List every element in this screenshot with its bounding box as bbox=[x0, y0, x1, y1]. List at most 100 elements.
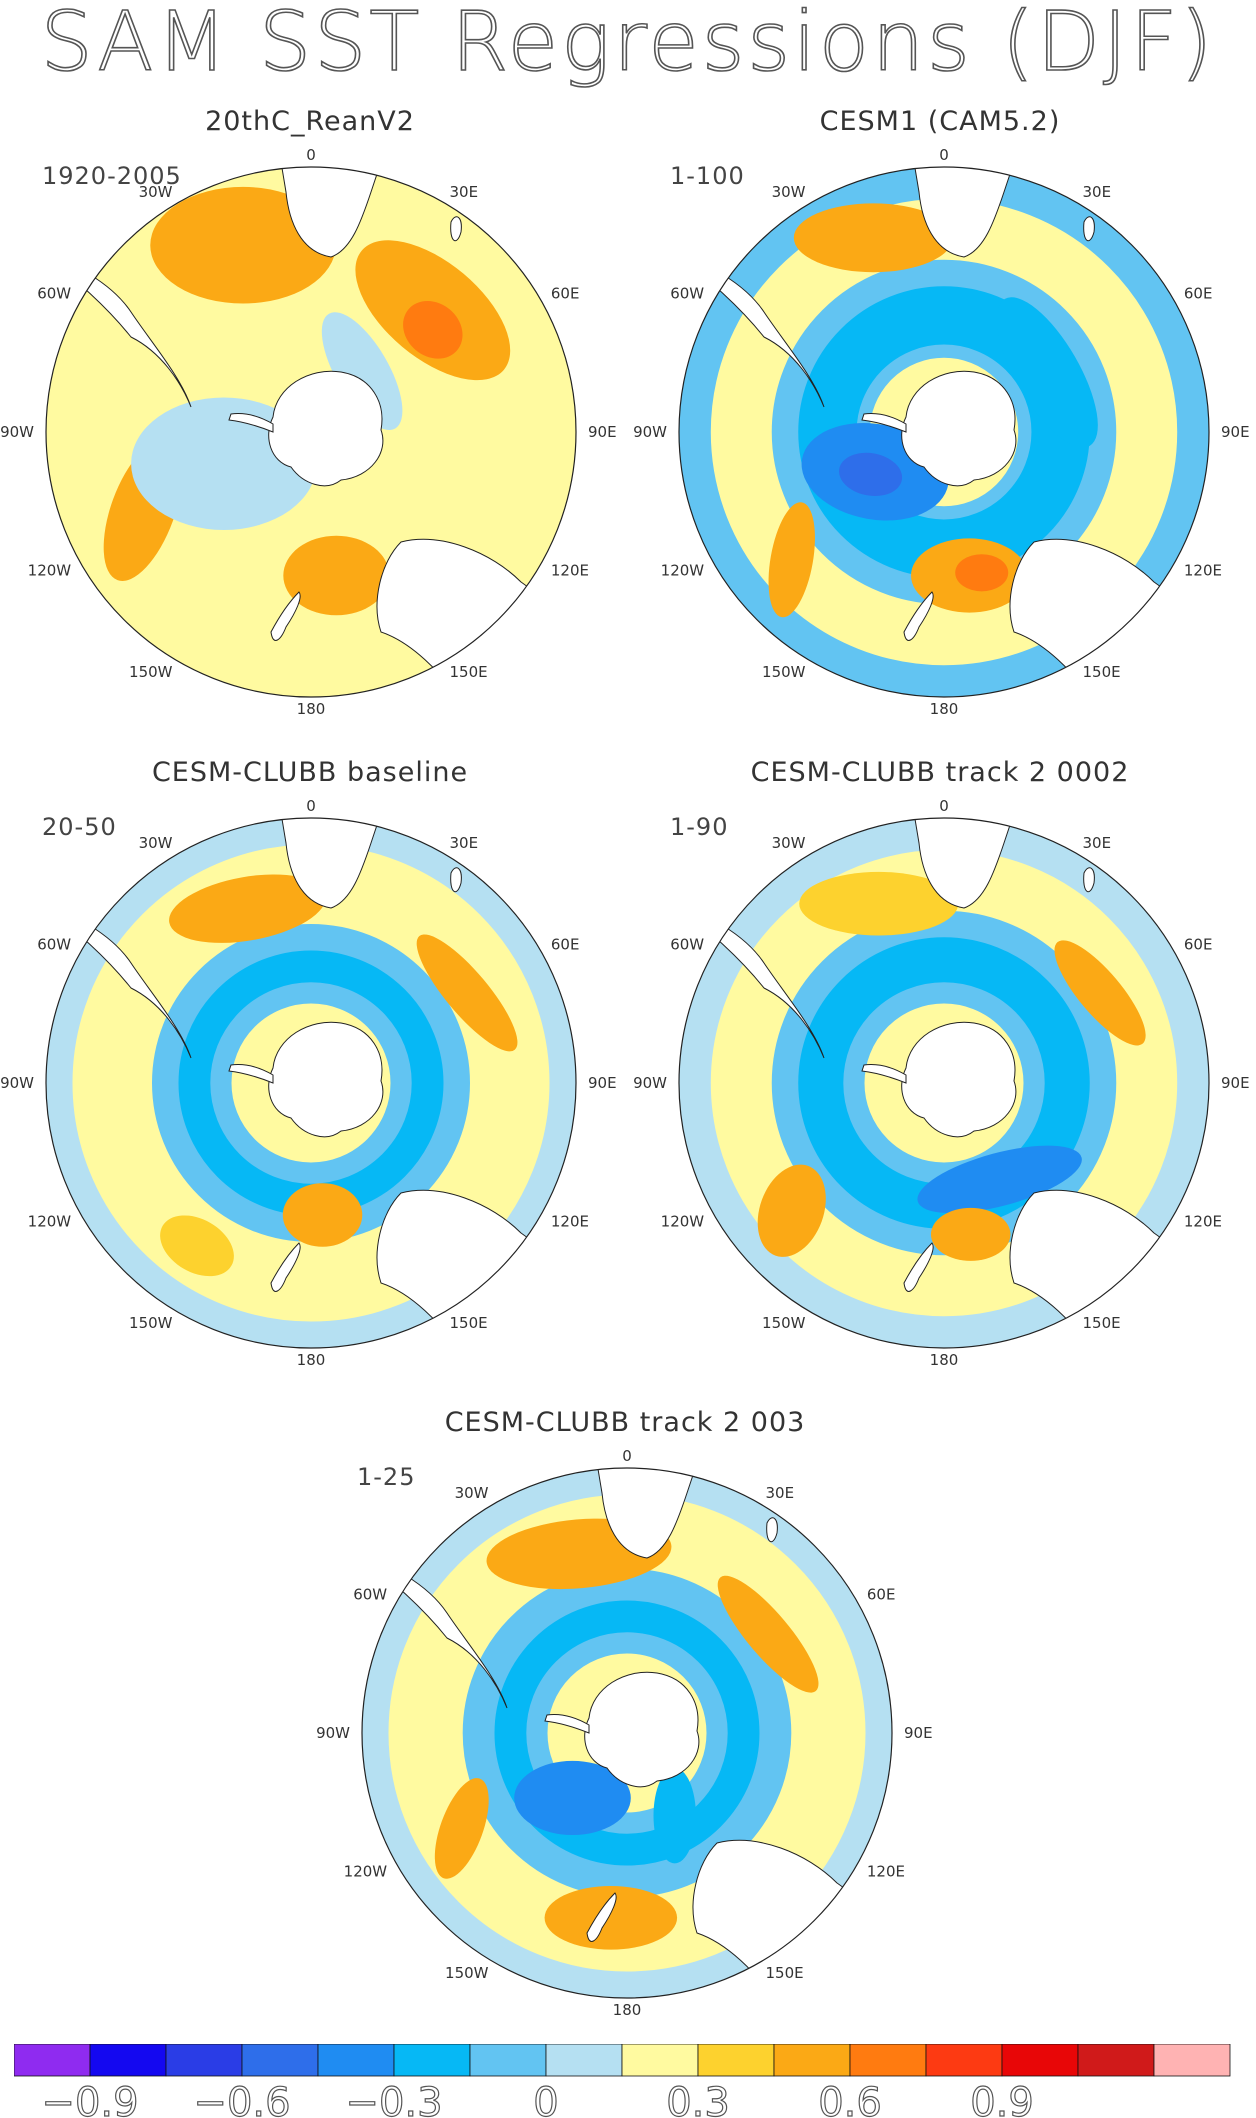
longitude-label: 60W bbox=[670, 936, 704, 954]
longitude-label: 60E bbox=[551, 285, 580, 303]
longitude-label: 120W bbox=[28, 562, 72, 580]
madagascar bbox=[450, 216, 462, 242]
longitude-label: 0 bbox=[306, 797, 316, 815]
longitude-label: 120W bbox=[344, 1863, 388, 1881]
panel-title-4: CESM-CLUBB track 2 0002 bbox=[750, 757, 1130, 788]
longitude-label: 30E bbox=[766, 1484, 795, 1502]
longitude-label: 180 bbox=[613, 2001, 642, 2019]
longitude-label: 120E bbox=[867, 1863, 905, 1881]
panel-title-2: CESM1 (CAM5.2) bbox=[819, 106, 1061, 137]
polar-map-cesm-clubb-baseline: 0 30E 60E 90E 120E 150E 180 150W 120W 90W 60W 30W bbox=[0, 797, 617, 1369]
colorbar-tick-label: 0.3 bbox=[666, 2080, 730, 2118]
anomaly-region bbox=[799, 871, 959, 936]
longitude-label: 120E bbox=[1184, 562, 1222, 580]
longitude-label: 60E bbox=[1184, 936, 1213, 954]
anomaly-region bbox=[283, 535, 390, 616]
longitude-label: 90E bbox=[1221, 423, 1250, 441]
panel-period-5: 1-25 bbox=[357, 1463, 416, 1491]
colorbar-tick-label: 0.9 bbox=[970, 2080, 1034, 2118]
longitude-label: 90E bbox=[1221, 1074, 1250, 1092]
anomaly-region bbox=[150, 186, 336, 304]
panel-period-3: 20-50 bbox=[42, 813, 117, 841]
colorbar-swatch bbox=[241, 2044, 319, 2077]
south-america bbox=[679, 167, 765, 264]
longitude-label: 150W bbox=[762, 1314, 806, 1332]
colorbar-swatch bbox=[849, 2044, 927, 2077]
longitude-label: 0 bbox=[622, 1447, 632, 1465]
colorbar-swatch bbox=[925, 2044, 1003, 2077]
anomaly-region bbox=[793, 203, 953, 273]
anomaly-region bbox=[839, 452, 903, 496]
main-title: SAM SST Regressions (DJF) bbox=[40, 0, 1216, 90]
south-america bbox=[46, 818, 132, 915]
colorbar-swatch bbox=[1153, 2044, 1231, 2077]
longitude-label: 30W bbox=[139, 834, 173, 852]
longitude-label: 90W bbox=[633, 423, 667, 441]
longitude-label: 60E bbox=[867, 1586, 896, 1604]
anomaly-region bbox=[514, 1760, 631, 1836]
longitude-label: 0 bbox=[306, 146, 316, 164]
new-zealand bbox=[586, 1892, 617, 1942]
new-zealand bbox=[903, 1242, 934, 1292]
longitude-label: 60W bbox=[37, 936, 71, 954]
map-boundary bbox=[678, 166, 1210, 698]
longitude-label: 90W bbox=[0, 423, 34, 441]
madagascar bbox=[1083, 216, 1095, 242]
antarctica bbox=[268, 370, 384, 487]
longitude-label: 0 bbox=[939, 146, 949, 164]
anomaly-region bbox=[930, 1207, 1011, 1261]
longitude-label: 60W bbox=[37, 285, 71, 303]
longitude-label: 60W bbox=[353, 1586, 387, 1604]
longitude-label: 180 bbox=[930, 1351, 959, 1369]
colorbar-swatch bbox=[469, 2044, 547, 2077]
colorbar-swatch bbox=[165, 2044, 243, 2077]
anomaly-region bbox=[757, 1164, 826, 1257]
anomaly-region bbox=[768, 502, 815, 618]
sst-field bbox=[46, 818, 576, 1348]
antarctica bbox=[584, 1671, 700, 1788]
colorbar-swatch bbox=[1001, 2044, 1079, 2077]
new-zealand bbox=[903, 591, 934, 641]
anomaly-region bbox=[416, 934, 518, 1052]
longitude-label: 30W bbox=[772, 834, 806, 852]
longitude-label: 90E bbox=[588, 423, 617, 441]
longitude-label: 60E bbox=[1184, 285, 1213, 303]
longitude-label: 0 bbox=[939, 797, 949, 815]
longitude-label: 180 bbox=[297, 1351, 326, 1369]
longitude-label: 150E bbox=[450, 663, 488, 681]
anomaly-ring bbox=[494, 1600, 760, 1866]
madagascar bbox=[766, 1517, 778, 1543]
antarctic-peninsula bbox=[861, 1064, 907, 1084]
colorbar: −0.9 −0.6 −0.3 0 0.3 0.6 0.9 bbox=[14, 2044, 1231, 2118]
longitude-label: 150E bbox=[1083, 1314, 1121, 1332]
longitude-label: 90E bbox=[588, 1074, 617, 1092]
polar-map-cesm-clubb-track2-003: 0 30E 60E 90E 120E 150E 180 150W 120W 90W 60W 30W bbox=[316, 1447, 933, 2019]
longitude-label: 90W bbox=[633, 1074, 667, 1092]
colorbar-swatch bbox=[1077, 2044, 1155, 2077]
longitude-label: 150W bbox=[129, 1314, 173, 1332]
map-boundary bbox=[361, 1467, 893, 1999]
longitude-label: 180 bbox=[930, 700, 959, 718]
longitude-label: 30E bbox=[450, 834, 479, 852]
polar-map-20thc-reanv2: 0 30E 60E 90E 120E 150E 180 150W 120W 90W 60W 30W bbox=[0, 146, 617, 718]
africa bbox=[913, 818, 1015, 909]
anomaly-region bbox=[282, 1183, 363, 1247]
panel-period-2: 1-100 bbox=[670, 162, 745, 190]
anomaly-region bbox=[434, 1778, 489, 1879]
new-zealand bbox=[270, 1242, 301, 1292]
colorbar-swatch bbox=[621, 2044, 699, 2077]
colorbar-swatch bbox=[317, 2044, 395, 2077]
polar-map-cesm-clubb-track2-0002: 0 30E 60E 90E 120E 150E 180 150W 120W 90W 60W 30W bbox=[633, 797, 1250, 1369]
map-boundary bbox=[45, 817, 577, 1349]
anomaly-region bbox=[653, 1767, 696, 1864]
longitude-label: 30W bbox=[455, 1484, 489, 1502]
longitude-label: 90W bbox=[316, 1724, 350, 1742]
anomaly-region bbox=[1054, 940, 1146, 1046]
south-america bbox=[362, 1468, 448, 1565]
anomaly-region bbox=[169, 874, 327, 943]
anomaly-region bbox=[403, 300, 463, 359]
anomaly-region bbox=[996, 297, 1098, 448]
longitude-label: 30E bbox=[1083, 183, 1112, 201]
longitude-label: 30W bbox=[772, 183, 806, 201]
colorbar-tick-label: 0 bbox=[533, 2080, 558, 2118]
